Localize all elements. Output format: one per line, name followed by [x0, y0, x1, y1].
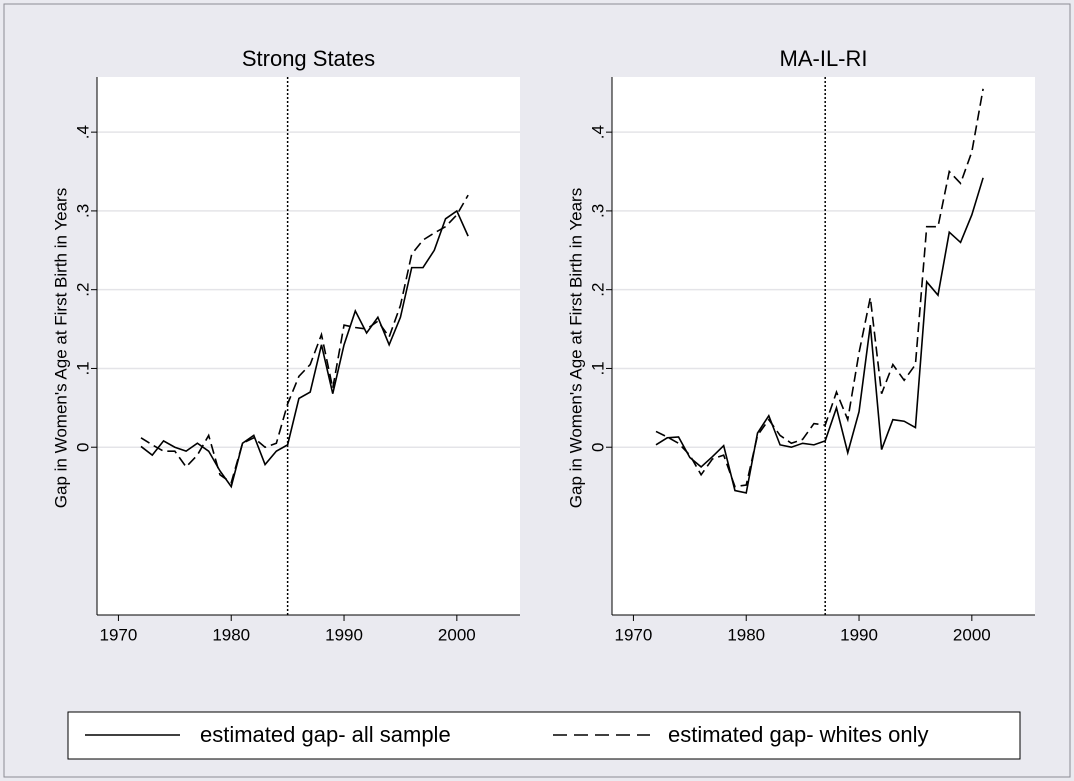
y-tick-label: 0	[588, 442, 607, 451]
series-line	[655, 88, 984, 488]
panel-title: MA-IL-RI	[780, 46, 868, 71]
x-tick-label: 1980	[212, 625, 250, 644]
frame	[3, 3, 1071, 778]
x-tick-label: 2000	[438, 625, 476, 644]
legend-label: estimated gap- whites only	[668, 722, 928, 747]
x-tick-label: 1990	[325, 625, 363, 644]
y-tick-label: .2	[588, 283, 607, 297]
y-tick-label: 0	[73, 442, 92, 451]
y-axis-title: Gap in Women's Age at First Birth in Yea…	[51, 188, 70, 508]
y-tick-label: .3	[73, 204, 92, 218]
x-tick-label: 1990	[840, 625, 878, 644]
panel-title: Strong States	[242, 46, 375, 71]
y-tick-label: .1	[588, 361, 607, 375]
legend-label: estimated gap- all sample	[200, 722, 451, 747]
y-tick-label: .2	[73, 283, 92, 297]
y-tick-label: .3	[588, 204, 607, 218]
plot-area	[612, 77, 1035, 615]
series-line	[655, 177, 984, 494]
series-line	[140, 209, 469, 489]
y-tick-label: .4	[588, 125, 607, 139]
y-tick-label: .1	[73, 361, 92, 375]
x-tick-label: 1970	[615, 625, 653, 644]
y-tick-label: .4	[73, 125, 92, 139]
plot-area	[97, 77, 520, 615]
x-tick-label: 1970	[100, 625, 138, 644]
x-tick-label: 2000	[953, 625, 991, 644]
x-tick-label: 1980	[727, 625, 765, 644]
y-axis-title: Gap in Women's Age at First Birth in Yea…	[566, 188, 585, 508]
legend-box	[67, 711, 1021, 760]
series-line	[140, 194, 469, 484]
